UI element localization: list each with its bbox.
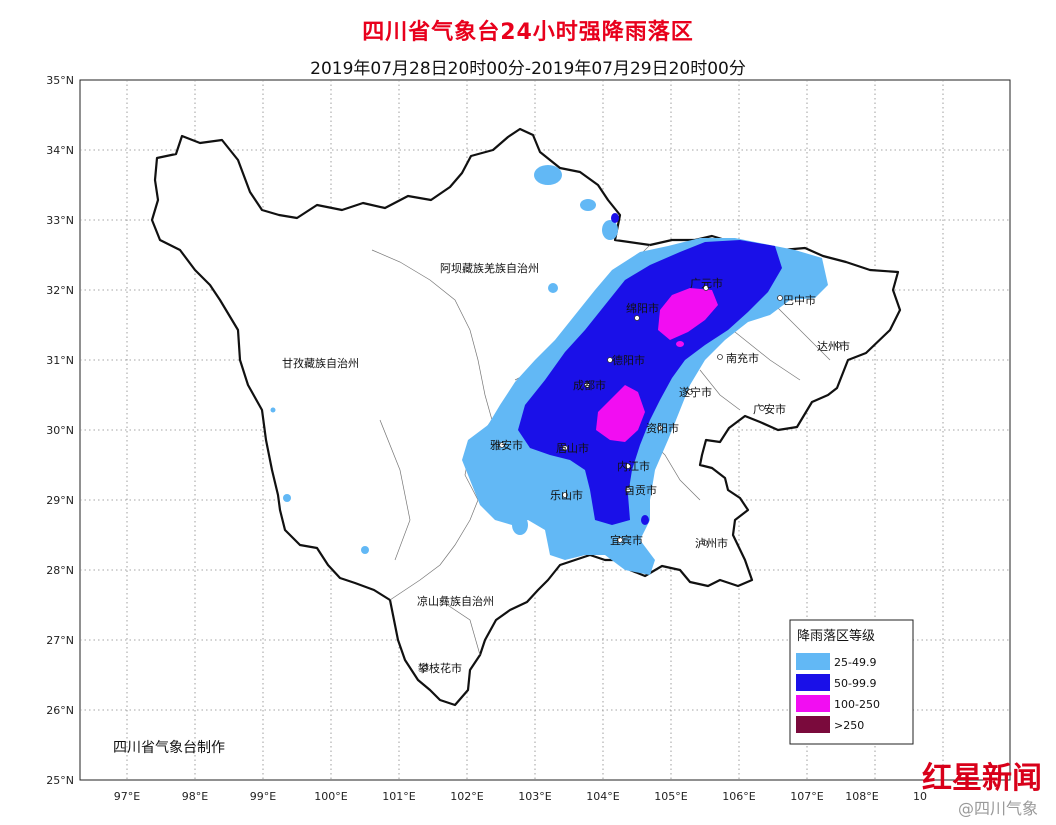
legend-label: >250 [834,719,864,732]
lon-label: 105°E [654,790,687,803]
lon-label: 103°E [518,790,551,803]
legend-title: 降雨落区等级 [797,628,875,644]
lat-label: 33°N [46,214,74,227]
lon-label: 100°E [314,790,347,803]
lon-label: 98°E [182,790,208,803]
lat-label: 32°N [46,284,74,297]
lat-label: 28°N [46,564,74,577]
legend-label: 25-49.9 [834,656,876,669]
region-label: 资阳市 [646,421,679,435]
lat-label: 25°N [46,774,74,787]
region-label: 广元市 [690,276,723,290]
legend-swatch [796,653,830,670]
lat-label: 31°N [46,354,74,367]
lat-label: 27°N [46,634,74,647]
lon-label: 108°E [845,790,878,803]
lon-label: 97°E [114,790,140,803]
lat-label: 34°N [46,144,74,157]
region-label: 自贡市 [624,483,657,497]
city-markers [422,285,841,671]
region-label: 广安市 [753,402,786,416]
region-label: 眉山市 [556,441,589,455]
lon-label: 99°E [250,790,276,803]
region-label: 绵阳市 [626,301,659,315]
region-label: 泸州市 [695,536,728,550]
legend-swatch [796,716,830,733]
region-label: 遂宁市 [679,385,712,399]
lat-labels: 35°N 34°N 33°N 32°N 31°N 30°N 29°N 28°N … [46,74,74,787]
lon-label: 102°E [450,790,483,803]
watermark-logo: 红星新闻 [922,761,1042,796]
legend: 降雨落区等级 25-49.9 50-99.9 100-250 >250 [789,619,914,745]
region-label: 南充市 [726,351,759,365]
lon-labels: 97°E 98°E 99°E 100°E 101°E 102°E 103°E 1… [114,790,927,803]
region-label: 内江市 [617,459,650,473]
lon-label: 106°E [722,790,755,803]
region-label: 成都市 [573,378,606,392]
region-label: 达州市 [817,339,850,353]
region-labels: 阿坝藏族羌族自治州 甘孜藏族自治州 凉山彝族自治州 攀枝花市 广元市 巴中市 达… [282,261,850,675]
lat-label: 29°N [46,494,74,507]
region-label: 阿坝藏族羌族自治州 [440,261,539,275]
region-label: 雅安市 [490,438,523,452]
map-subtitle: 2019年07月28日20时00分-2019年07月29日20时00分 [310,59,746,79]
region-label: 宜宾市 [610,533,643,547]
watermark-sub: @四川气象 [957,799,1038,818]
region-label: 乐山市 [550,488,583,502]
lat-label: 35°N [46,74,74,87]
region-label: 凉山彝族自治州 [417,594,494,608]
credit-text: 四川省气象台制作 [113,740,225,756]
lon-label: 104°E [586,790,619,803]
region-label: 攀枝花市 [418,661,462,675]
legend-label: 50-99.9 [834,677,876,690]
region-label: 甘孜藏族自治州 [282,356,359,370]
region-label: 德阳市 [612,353,645,367]
rain-zone-50-99 [518,213,782,525]
lat-label: 26°N [46,704,74,717]
lon-label: 101°E [382,790,415,803]
lon-label: 107°E [790,790,823,803]
legend-swatch [796,674,830,691]
region-label: 巴中市 [783,293,816,307]
lon-label: 10 [913,790,927,803]
map-title: 四川省气象台24小时强降雨落区 [362,20,694,45]
legend-label: 100-250 [834,698,880,711]
lat-label: 30°N [46,424,74,437]
legend-swatch [796,695,830,712]
rain-zone-100-250 [596,288,718,442]
